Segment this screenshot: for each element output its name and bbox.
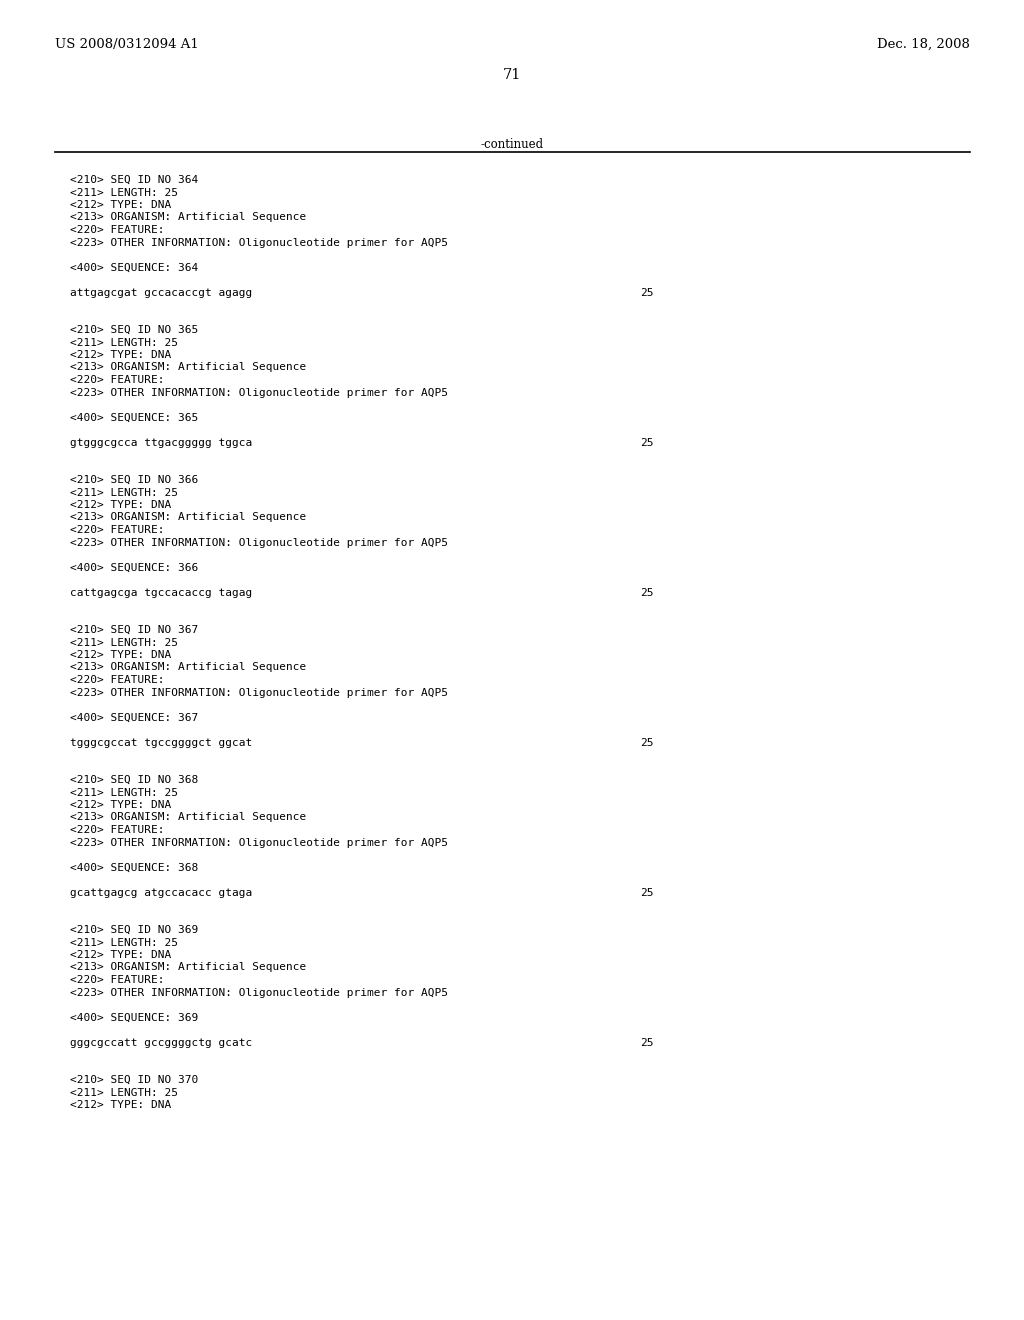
Text: gggcgccatt gccggggctg gcatc: gggcgccatt gccggggctg gcatc	[70, 1038, 252, 1048]
Text: <211> LENGTH: 25: <211> LENGTH: 25	[70, 638, 178, 648]
Text: <220> FEATURE:: <220> FEATURE:	[70, 825, 165, 836]
Text: 25: 25	[640, 738, 653, 747]
Text: <212> TYPE: DNA: <212> TYPE: DNA	[70, 500, 171, 510]
Text: 71: 71	[503, 69, 521, 82]
Text: <223> OTHER INFORMATION: Oligonucleotide primer for AQP5: <223> OTHER INFORMATION: Oligonucleotide…	[70, 987, 449, 998]
Text: <210> SEQ ID NO 368: <210> SEQ ID NO 368	[70, 775, 199, 785]
Text: <210> SEQ ID NO 369: <210> SEQ ID NO 369	[70, 925, 199, 935]
Text: <212> TYPE: DNA: <212> TYPE: DNA	[70, 950, 171, 960]
Text: <212> TYPE: DNA: <212> TYPE: DNA	[70, 350, 171, 360]
Text: <212> TYPE: DNA: <212> TYPE: DNA	[70, 1100, 171, 1110]
Text: <210> SEQ ID NO 365: <210> SEQ ID NO 365	[70, 325, 199, 335]
Text: <223> OTHER INFORMATION: Oligonucleotide primer for AQP5: <223> OTHER INFORMATION: Oligonucleotide…	[70, 388, 449, 397]
Text: Dec. 18, 2008: Dec. 18, 2008	[878, 38, 970, 51]
Text: <210> SEQ ID NO 367: <210> SEQ ID NO 367	[70, 624, 199, 635]
Text: 25: 25	[640, 887, 653, 898]
Text: <210> SEQ ID NO 370: <210> SEQ ID NO 370	[70, 1074, 199, 1085]
Text: <223> OTHER INFORMATION: Oligonucleotide primer for AQP5: <223> OTHER INFORMATION: Oligonucleotide…	[70, 537, 449, 548]
Text: <213> ORGANISM: Artificial Sequence: <213> ORGANISM: Artificial Sequence	[70, 363, 306, 372]
Text: <220> FEATURE:: <220> FEATURE:	[70, 375, 165, 385]
Text: <213> ORGANISM: Artificial Sequence: <213> ORGANISM: Artificial Sequence	[70, 213, 306, 223]
Text: <400> SEQUENCE: 368: <400> SEQUENCE: 368	[70, 862, 199, 873]
Text: <212> TYPE: DNA: <212> TYPE: DNA	[70, 800, 171, 810]
Text: <400> SEQUENCE: 365: <400> SEQUENCE: 365	[70, 412, 199, 422]
Text: <210> SEQ ID NO 366: <210> SEQ ID NO 366	[70, 475, 199, 484]
Text: <210> SEQ ID NO 364: <210> SEQ ID NO 364	[70, 176, 199, 185]
Text: <211> LENGTH: 25: <211> LENGTH: 25	[70, 487, 178, 498]
Text: 25: 25	[640, 587, 653, 598]
Text: <211> LENGTH: 25: <211> LENGTH: 25	[70, 338, 178, 347]
Text: <211> LENGTH: 25: <211> LENGTH: 25	[70, 1088, 178, 1097]
Text: tgggcgccat tgccggggct ggcat: tgggcgccat tgccggggct ggcat	[70, 738, 252, 747]
Text: attgagcgat gccacaccgt agagg: attgagcgat gccacaccgt agagg	[70, 288, 252, 297]
Text: <212> TYPE: DNA: <212> TYPE: DNA	[70, 649, 171, 660]
Text: 25: 25	[640, 288, 653, 297]
Text: <211> LENGTH: 25: <211> LENGTH: 25	[70, 788, 178, 797]
Text: <400> SEQUENCE: 369: <400> SEQUENCE: 369	[70, 1012, 199, 1023]
Text: <220> FEATURE:: <220> FEATURE:	[70, 525, 165, 535]
Text: 25: 25	[640, 1038, 653, 1048]
Text: <213> ORGANISM: Artificial Sequence: <213> ORGANISM: Artificial Sequence	[70, 512, 306, 523]
Text: <400> SEQUENCE: 367: <400> SEQUENCE: 367	[70, 713, 199, 722]
Text: <220> FEATURE:: <220> FEATURE:	[70, 224, 165, 235]
Text: <223> OTHER INFORMATION: Oligonucleotide primer for AQP5: <223> OTHER INFORMATION: Oligonucleotide…	[70, 688, 449, 697]
Text: <400> SEQUENCE: 364: <400> SEQUENCE: 364	[70, 263, 199, 272]
Text: <223> OTHER INFORMATION: Oligonucleotide primer for AQP5: <223> OTHER INFORMATION: Oligonucleotide…	[70, 837, 449, 847]
Text: <213> ORGANISM: Artificial Sequence: <213> ORGANISM: Artificial Sequence	[70, 813, 306, 822]
Text: 25: 25	[640, 437, 653, 447]
Text: <213> ORGANISM: Artificial Sequence: <213> ORGANISM: Artificial Sequence	[70, 962, 306, 973]
Text: <211> LENGTH: 25: <211> LENGTH: 25	[70, 937, 178, 948]
Text: <212> TYPE: DNA: <212> TYPE: DNA	[70, 201, 171, 210]
Text: gtgggcgcca ttgacggggg tggca: gtgggcgcca ttgacggggg tggca	[70, 437, 252, 447]
Text: -continued: -continued	[480, 139, 544, 150]
Text: <213> ORGANISM: Artificial Sequence: <213> ORGANISM: Artificial Sequence	[70, 663, 306, 672]
Text: <211> LENGTH: 25: <211> LENGTH: 25	[70, 187, 178, 198]
Text: <220> FEATURE:: <220> FEATURE:	[70, 975, 165, 985]
Text: <400> SEQUENCE: 366: <400> SEQUENCE: 366	[70, 562, 199, 573]
Text: US 2008/0312094 A1: US 2008/0312094 A1	[55, 38, 199, 51]
Text: <223> OTHER INFORMATION: Oligonucleotide primer for AQP5: <223> OTHER INFORMATION: Oligonucleotide…	[70, 238, 449, 248]
Text: cattgagcga tgccacaccg tagag: cattgagcga tgccacaccg tagag	[70, 587, 252, 598]
Text: gcattgagcg atgccacacc gtaga: gcattgagcg atgccacacc gtaga	[70, 887, 252, 898]
Text: <220> FEATURE:: <220> FEATURE:	[70, 675, 165, 685]
